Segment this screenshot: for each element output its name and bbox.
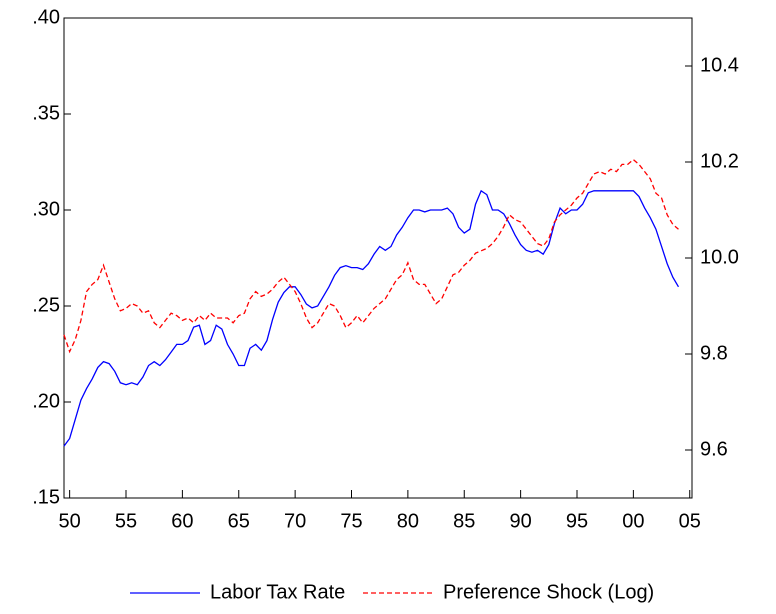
x-tick-label: 55: [115, 510, 137, 532]
legend-label: Labor Tax Rate: [210, 581, 345, 603]
x-tick-label: 60: [171, 510, 193, 532]
x-tick-label: 00: [622, 510, 644, 532]
x-tick-label: 75: [340, 510, 362, 532]
series-line: [63, 158, 679, 354]
y-tick-label: .25: [32, 294, 60, 316]
y-tick-label: .35: [32, 102, 60, 124]
x-tick-label: 85: [453, 510, 475, 532]
plot-frame: [63, 17, 693, 499]
y2-tick-label: 10.2: [700, 150, 739, 172]
series-line: [63, 189, 680, 447]
x-tick-label: 50: [59, 510, 81, 532]
legend-label: Preference Shock (Log): [443, 581, 654, 603]
x-tick-label: 65: [228, 510, 250, 532]
y2-tick-label: 10.4: [700, 54, 739, 76]
y-tick-label: .20: [32, 390, 60, 412]
y2-tick-label: 9.8: [700, 342, 728, 364]
y2-tick-label: 9.6: [700, 438, 728, 460]
x-tick-label: 95: [566, 510, 588, 532]
x-tick-label: 90: [509, 510, 531, 532]
x-tick-label: 05: [679, 510, 701, 532]
y-tick-label: .30: [32, 198, 60, 220]
y-tick-label: .15: [32, 486, 60, 508]
x-tick-label: 70: [284, 510, 306, 532]
x-tick-label: 80: [397, 510, 419, 532]
y-tick-label: .40: [32, 6, 60, 28]
y2-tick-label: 10.0: [700, 246, 739, 268]
